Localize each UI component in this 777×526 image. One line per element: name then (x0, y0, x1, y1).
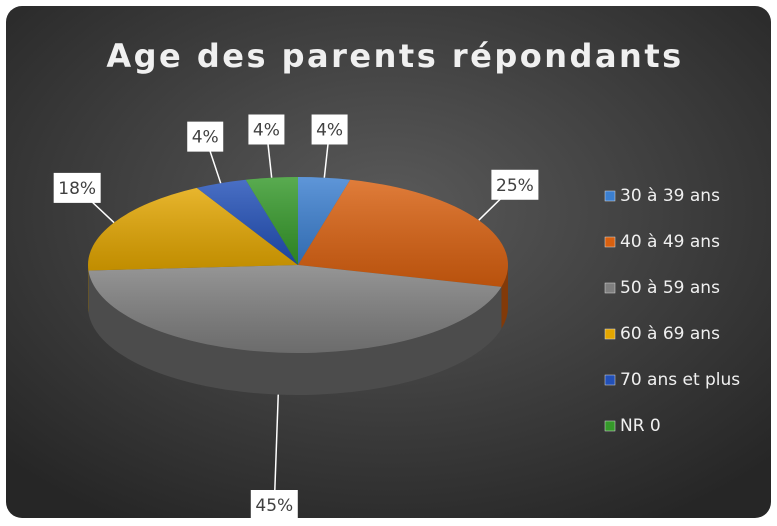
legend-label: 30 à 39 ans (620, 186, 720, 206)
legend-label: 70 ans et plus (620, 370, 740, 390)
data-label: 4% (316, 121, 343, 141)
data-label: 18% (58, 179, 96, 199)
data-label: 4% (192, 128, 219, 148)
legend-swatch (605, 191, 615, 201)
data-label: 45% (255, 496, 293, 516)
legend-swatch (605, 375, 615, 385)
legend-swatch (605, 237, 615, 247)
data-label: 25% (496, 176, 534, 196)
legend-label: 40 à 49 ans (620, 232, 720, 252)
legend-swatch (605, 283, 615, 293)
data-label: 4% (253, 121, 280, 141)
legend-label: 60 à 69 ans (620, 324, 720, 344)
chart-title: Age des parents répondants (106, 37, 683, 75)
legend-swatch (605, 329, 615, 339)
legend-label: 50 à 59 ans (620, 278, 720, 298)
legend-label: NR 0 (620, 416, 661, 436)
legend-swatch (605, 421, 615, 431)
